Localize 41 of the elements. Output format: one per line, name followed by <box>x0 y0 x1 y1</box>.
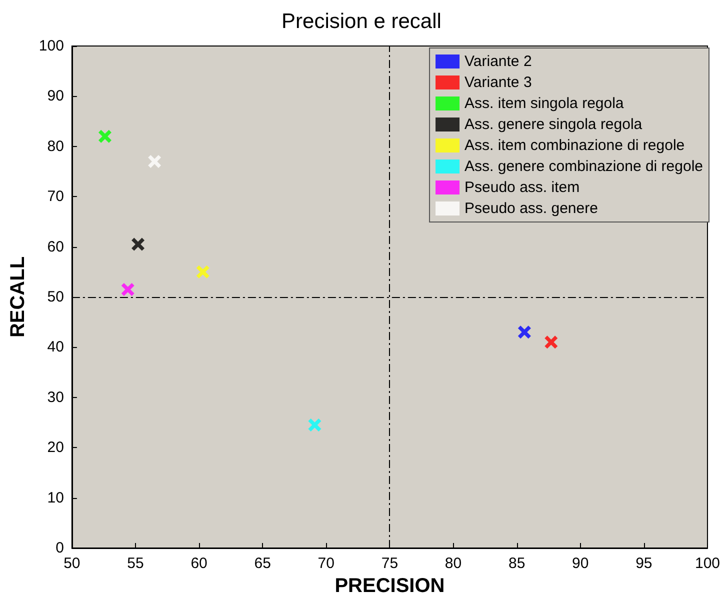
y-tick-label: 0 <box>56 540 64 556</box>
legend-label: Pseudo ass. genere <box>464 200 598 217</box>
y-tick-label: 40 <box>47 338 64 356</box>
x-tick-label: 90 <box>572 555 589 572</box>
legend-label: Variante 2 <box>464 53 532 70</box>
legend-label: Ass. item singola regola <box>464 95 624 112</box>
legend-label: Ass. item combinazione di regole <box>464 137 685 154</box>
y-axis-title: RECALL <box>7 256 29 338</box>
x-tick-label: 95 <box>636 555 652 572</box>
point <box>308 418 322 432</box>
y-tick-label: 70 <box>47 188 64 206</box>
x-tick-label: 100 <box>694 555 720 572</box>
legend-label: Pseudo ass. item <box>464 179 580 196</box>
y-tick-label: 30 <box>47 388 64 406</box>
x-tick-label: 65 <box>254 555 271 572</box>
x-axis-title: PRECISION <box>334 575 445 597</box>
point <box>196 265 210 278</box>
point <box>518 326 531 339</box>
legend-label: Ass. genere singola regola <box>464 116 643 133</box>
y-tick-label: 50 <box>47 288 64 306</box>
x-tick-label: 80 <box>444 555 462 572</box>
x-tick-label: 70 <box>318 555 334 572</box>
legend-label: Variante 3 <box>464 74 532 91</box>
y-tick-label: 20 <box>47 439 64 456</box>
point <box>132 238 145 251</box>
x-tick-label: 75 <box>381 555 398 572</box>
y-tick-label: 90 <box>47 88 64 105</box>
y-tick-label: 60 <box>47 238 64 256</box>
y-tick-label: 80 <box>47 138 64 155</box>
point <box>121 282 134 296</box>
y-tick-label: 10 <box>47 489 64 506</box>
y-tick-label: 100 <box>38 38 64 54</box>
x-tick-label: 55 <box>127 555 144 572</box>
legend-label: Ass. genere combinazione di regole <box>464 158 704 175</box>
point <box>98 130 112 143</box>
point <box>544 336 558 349</box>
point <box>148 154 162 168</box>
x-tick-label: 60 <box>190 555 208 572</box>
x-tick-label: 50 <box>64 555 80 572</box>
x-tick-label: 85 <box>508 555 526 572</box>
chart-title: Precision e recall <box>282 10 442 33</box>
